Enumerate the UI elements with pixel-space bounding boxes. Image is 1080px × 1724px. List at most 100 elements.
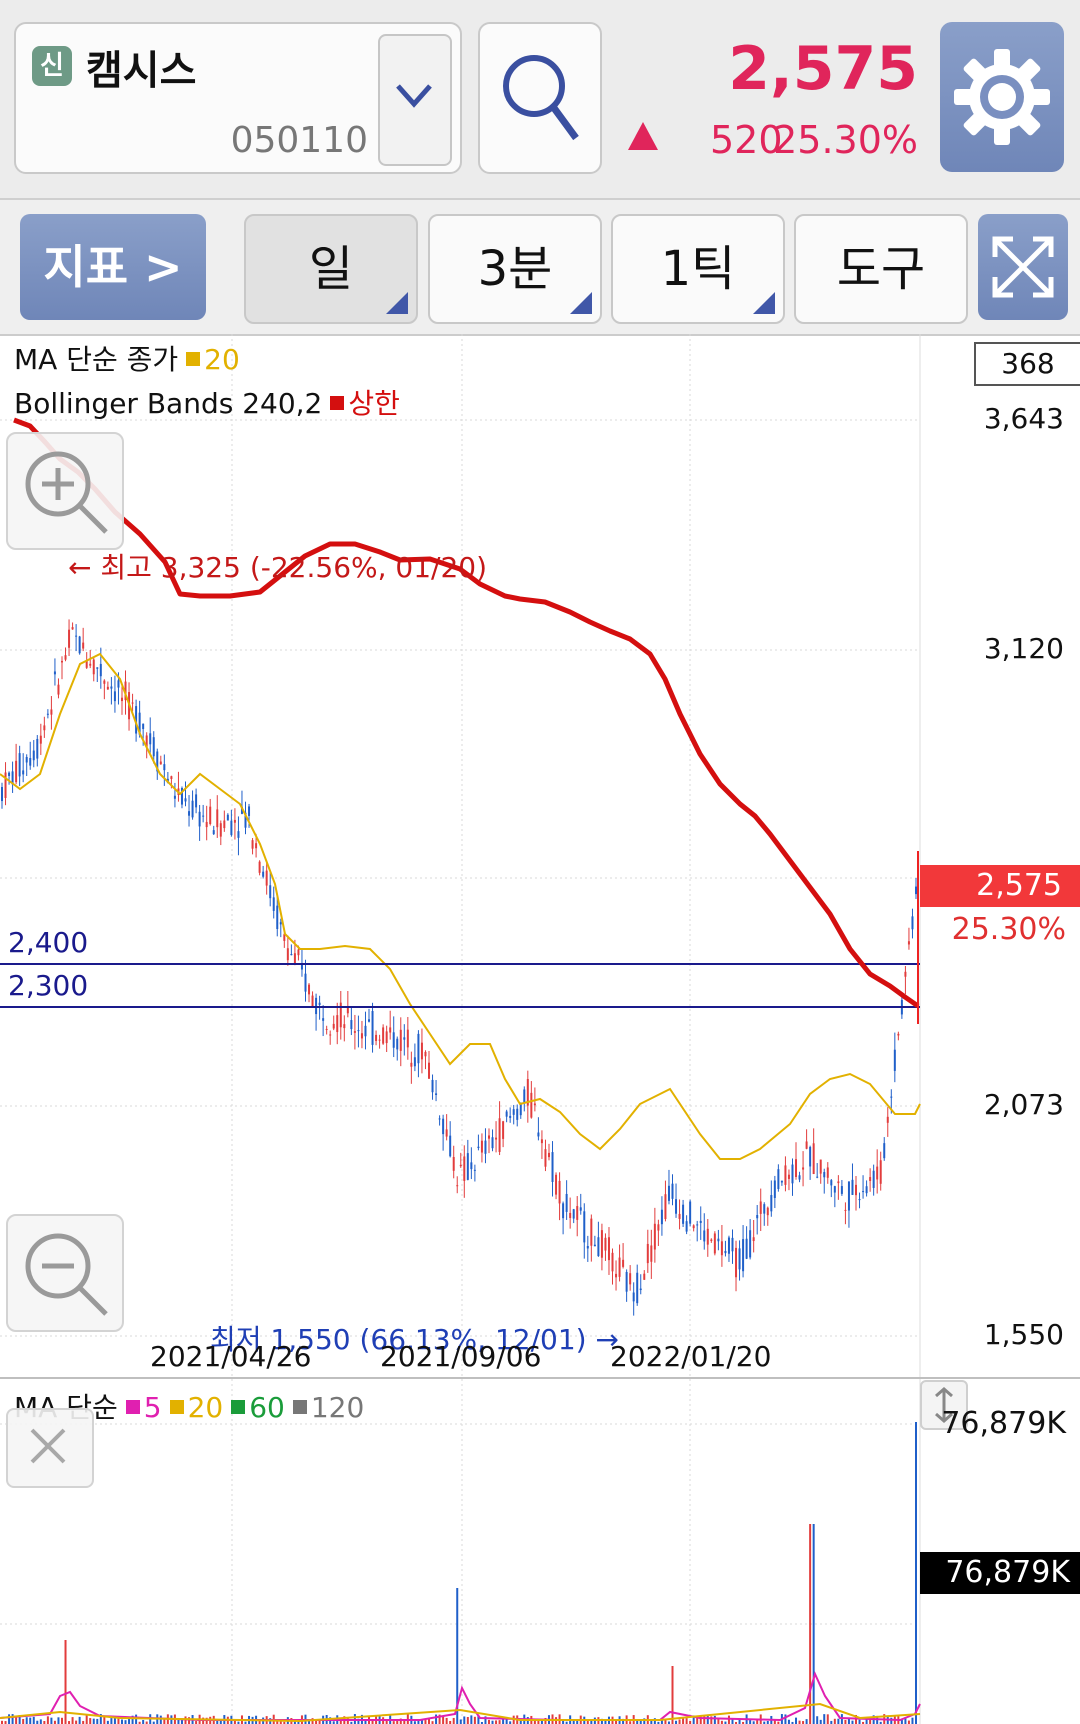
candle-body — [791, 1164, 794, 1184]
volume-bar — [46, 1716, 49, 1724]
stock-selector[interactable]: 신 캠시스 050110 — [14, 22, 462, 174]
candle-body — [240, 806, 243, 814]
candle-body — [731, 1237, 734, 1252]
date-axis-label: 2021/04/26 — [150, 1340, 312, 1373]
candle-body — [837, 1181, 840, 1184]
candle-body — [283, 934, 286, 941]
volume-bar — [847, 1718, 850, 1724]
candle-body — [685, 1221, 688, 1232]
candle-body — [332, 1023, 335, 1029]
volume-bar — [15, 1716, 18, 1724]
ma5-swatch — [125, 1400, 140, 1414]
indicator-button[interactable]: 지표 > — [20, 214, 206, 320]
candle-body — [558, 1180, 561, 1204]
candle-body — [650, 1245, 653, 1262]
search-button[interactable] — [478, 22, 602, 174]
candle-body — [904, 971, 907, 977]
volume-bar — [562, 1720, 565, 1724]
candle-body — [244, 812, 247, 828]
period-tick-button[interactable]: 1틱 — [611, 214, 785, 324]
volume-bar — [244, 1721, 247, 1724]
volume-bar — [258, 1721, 261, 1724]
volume-bar — [590, 1720, 593, 1724]
candle-body — [897, 1033, 900, 1036]
candle-body — [636, 1272, 639, 1304]
candle-body — [678, 1213, 681, 1219]
ma5-period: 5 — [143, 1391, 162, 1424]
tools-button[interactable]: 도구 — [794, 214, 968, 324]
candle-body — [516, 1108, 519, 1120]
candle-body — [720, 1241, 723, 1256]
ma20-swatch — [169, 1400, 184, 1414]
price-axis-label: 3,643 — [983, 402, 1064, 435]
stock-dropdown-button[interactable] — [378, 34, 452, 166]
volume-bar — [604, 1719, 607, 1724]
volume-bar — [57, 1717, 60, 1724]
candle-body — [145, 735, 148, 747]
volume-bar — [671, 1666, 674, 1724]
candle-body — [350, 1020, 353, 1030]
volume-bar — [639, 1720, 642, 1724]
candle-body — [371, 1011, 374, 1045]
ma20-line — [0, 652, 921, 1160]
volume-bar — [308, 1719, 311, 1724]
candle-body — [297, 949, 300, 956]
candle-body — [604, 1237, 607, 1251]
volume-bar — [4, 1721, 7, 1724]
candle-body — [25, 756, 28, 763]
candle-body — [632, 1292, 635, 1302]
candle-body — [886, 1116, 889, 1123]
volume-bar — [50, 1717, 53, 1724]
candle-body — [851, 1179, 854, 1195]
candle-body — [805, 1141, 808, 1149]
volume-bar — [233, 1720, 236, 1724]
candle-body — [653, 1223, 656, 1250]
resize-pane-button[interactable] — [920, 1380, 968, 1430]
zoom-out-button[interactable] — [6, 1214, 124, 1332]
volume-bar — [120, 1719, 123, 1724]
volume-bar — [385, 1721, 388, 1724]
volume-bar — [911, 1717, 914, 1724]
candle-body — [689, 1201, 692, 1224]
ma-legend: MA 단순 종가 20 — [14, 338, 240, 378]
volume-bar — [717, 1718, 720, 1724]
candle-body — [286, 948, 289, 961]
candle-body — [618, 1257, 621, 1277]
candle-body — [809, 1146, 812, 1167]
period-day-button[interactable]: 일 — [244, 214, 418, 324]
candle-body — [713, 1233, 716, 1254]
volume-bar — [339, 1719, 342, 1724]
settings-button[interactable] — [940, 22, 1064, 172]
period-minute-button[interactable]: 3분 — [428, 214, 602, 324]
candle-body — [675, 1199, 678, 1214]
candle-body — [583, 1211, 586, 1243]
candle-body — [830, 1180, 833, 1186]
grid — [0, 334, 920, 1724]
volume-bar — [689, 1721, 692, 1724]
candle-body — [660, 1209, 663, 1225]
candle-body — [57, 684, 60, 695]
fullscreen-button[interactable] — [978, 214, 1068, 320]
price-chart[interactable] — [0, 334, 1080, 1724]
volume-bar — [830, 1720, 833, 1724]
bollinger-legend: Bollinger Bands 240,2 상한 — [14, 382, 400, 422]
candle-body — [569, 1212, 572, 1219]
candle-body — [907, 941, 910, 945]
zoom-in-button[interactable] — [6, 432, 124, 550]
volume-bar — [495, 1720, 498, 1724]
volume-bar — [216, 1719, 219, 1724]
visible-count-box[interactable]: 368 — [974, 342, 1080, 386]
candle-body — [209, 806, 212, 825]
volume-bar — [75, 1720, 78, 1724]
candle-body — [96, 667, 99, 669]
close-volume-button[interactable] — [6, 1408, 94, 1488]
candle-body — [812, 1143, 815, 1175]
candle-body — [752, 1237, 755, 1242]
candle-body — [844, 1209, 847, 1211]
current-price-tag: 2,575 — [920, 865, 1080, 907]
volume-bar — [675, 1720, 678, 1724]
volume-bar — [802, 1721, 805, 1724]
candle-body — [847, 1181, 850, 1211]
zoom-out-icon — [25, 1233, 108, 1316]
volume-bar — [657, 1721, 660, 1724]
